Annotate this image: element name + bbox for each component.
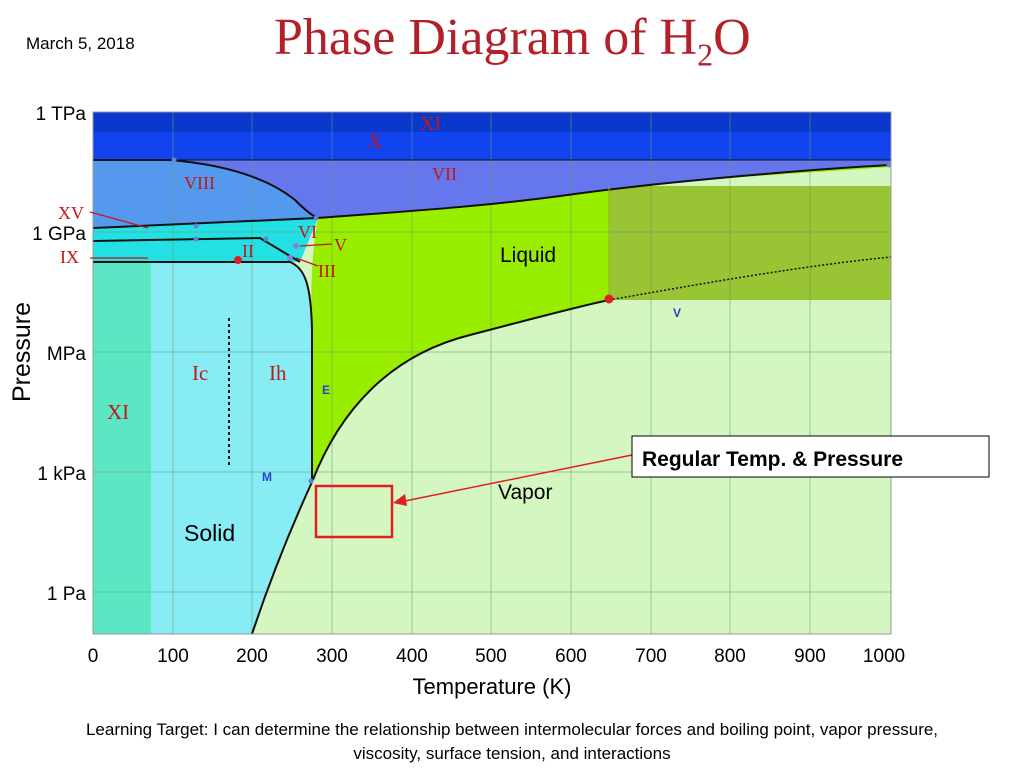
- point-marker-2: [886, 162, 891, 168]
- triple-point-marker: [234, 256, 242, 264]
- y-tick-labels: 1 TPa 1 GPa MPa 1 kPa 1 Pa: [32, 104, 86, 605]
- title-end: O: [713, 9, 751, 66]
- ice-xi-label: XI: [107, 400, 129, 424]
- ice-xi-high-label: XI: [420, 113, 441, 135]
- y-tick-label: 1 kPa: [37, 464, 86, 485]
- ice-ic-label: Ic: [192, 361, 208, 385]
- ice-ii-vi-region: [93, 218, 318, 262]
- x-axis-title: Temperature (K): [413, 674, 572, 699]
- liquid-label: Liquid: [500, 244, 556, 267]
- ice-ix-label: IX: [60, 247, 79, 267]
- point-marker-8: [313, 215, 319, 221]
- point-marker-5: [263, 236, 269, 242]
- ice-xi-region: [93, 262, 151, 634]
- point-marker-4: [193, 236, 199, 242]
- callout-arrow-line: [399, 454, 633, 503]
- ice-viii-region: [93, 160, 318, 228]
- title-subscript: 2: [697, 36, 714, 73]
- slide-date: March 5, 2018: [26, 34, 135, 53]
- liquid-region: [311, 165, 891, 482]
- ice-xv-label: XV: [58, 203, 84, 223]
- regular-conditions-box: [314, 484, 394, 539]
- ice-x-region: [93, 130, 891, 160]
- ice-ii-label: II: [242, 241, 254, 261]
- phase-boundaries: [93, 159, 891, 634]
- point-v-label: V: [673, 306, 681, 320]
- point-marker-9: [308, 478, 314, 484]
- critical-point-marker: [604, 294, 614, 304]
- label-leaders: [89, 211, 333, 267]
- x-tick-label: 600: [555, 646, 587, 667]
- ice-xi-high-region: [93, 112, 891, 132]
- slide-title: Phase Diagram of H2O: [274, 9, 751, 73]
- ice-vi-label: VI: [298, 222, 317, 242]
- x-tick-label: 0: [88, 646, 99, 667]
- x-tick-label: 500: [475, 646, 507, 667]
- point-marker-7: [287, 255, 293, 261]
- y-tick-label: 1 GPa: [32, 224, 86, 245]
- x-tick-label: 200: [236, 646, 268, 667]
- point-e-label: E: [322, 383, 330, 397]
- y-tick-label: MPa: [47, 344, 87, 365]
- ice-vii-label: VII: [432, 164, 457, 184]
- point-marker-1: [171, 157, 177, 163]
- callout-arrow-head: [393, 494, 407, 506]
- y-axis-title: Pressure: [8, 302, 36, 402]
- x-tick-label: 300: [316, 646, 348, 667]
- ice-phase-labels: Ic Ih XI XI X VII VIII XV IX II VI V III: [58, 113, 457, 424]
- plot-border: [92, 111, 892, 635]
- ice-ih-label: Ih: [269, 361, 287, 385]
- y-tick-label: 1 Pa: [47, 584, 87, 605]
- ice-v-label: V: [334, 235, 347, 255]
- x-tick-label: 400: [396, 646, 428, 667]
- y-tick-label: 1 TPa: [36, 104, 87, 125]
- point-marker-3: [193, 223, 199, 229]
- x-tick-labels: 0 100 200 300 400 500 600 700 800 900 10…: [88, 646, 905, 667]
- title-main: Phase Diagram of H: [274, 9, 698, 66]
- ice-viii-label: VIII: [184, 173, 215, 193]
- x-tick-label: 800: [714, 646, 746, 667]
- point-m-label: M: [262, 470, 272, 484]
- solid-label: Solid: [184, 520, 235, 546]
- x-tick-label: 100: [157, 646, 189, 667]
- callout-text: Regular Temp. & Pressure: [642, 448, 903, 471]
- ice-x-label: X: [368, 131, 383, 153]
- x-tick-label: 1000: [863, 646, 905, 667]
- point-marker-6: [293, 243, 299, 249]
- vapor-label: Vapor: [498, 481, 552, 504]
- x-tick-label: 700: [635, 646, 667, 667]
- x-tick-label: 900: [794, 646, 826, 667]
- callout-box: [631, 435, 990, 478]
- supercritical-region: [609, 186, 891, 300]
- learning-target-line1: Learning Target: I can determine the rel…: [85, 720, 939, 739]
- ice-vii-region: [170, 160, 891, 218]
- ice-iii-label: III: [318, 261, 336, 281]
- learning-target: Learning Target: I can determine the rel…: [0, 718, 1024, 766]
- learning-target-line2: viscosity, surface tension, and interact…: [353, 744, 671, 763]
